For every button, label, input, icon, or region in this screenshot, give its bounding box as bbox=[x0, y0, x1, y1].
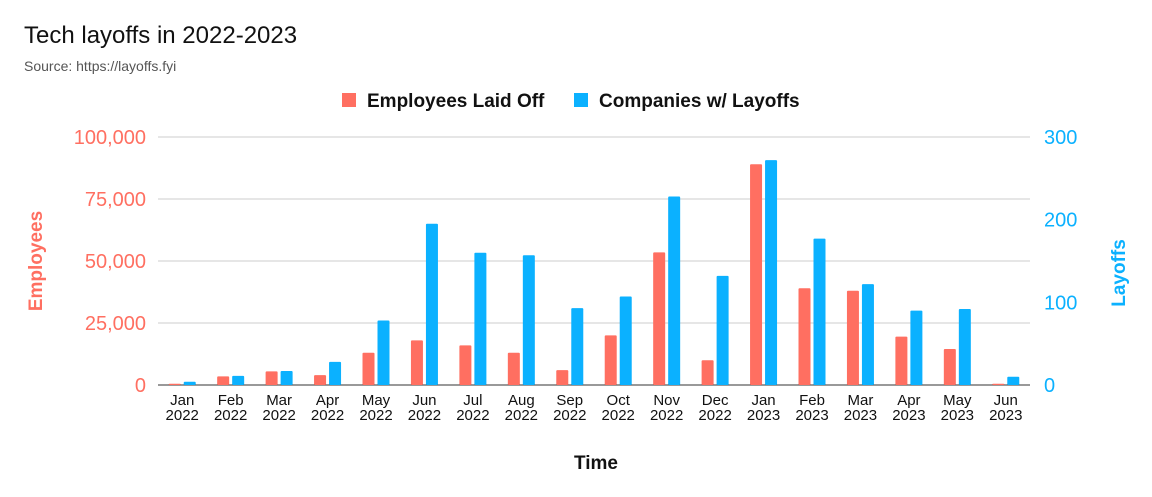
x-tick-label-year: 2022 bbox=[650, 407, 683, 424]
x-tick-label-month: Jan bbox=[751, 392, 775, 409]
bar-companies-with-layoffs bbox=[522, 255, 535, 385]
bar-employees-laid-off bbox=[314, 375, 327, 385]
x-tick-label-month: Sep bbox=[556, 392, 583, 409]
x-tick-label-year: 2022 bbox=[602, 407, 635, 424]
bar-employees-laid-off bbox=[362, 352, 375, 385]
legend: Employees Laid Off Companies w/ Layoffs bbox=[342, 91, 800, 112]
x-tick-label-year: 2022 bbox=[359, 407, 392, 424]
x-tick-label-month: Mar bbox=[266, 392, 292, 409]
legend-label-companies: Companies w/ Layoffs bbox=[599, 91, 800, 112]
x-tick-label-year: 2022 bbox=[311, 407, 344, 424]
y-left-tick-label: 50,000 bbox=[85, 251, 146, 273]
y-left-axis-title: Employees bbox=[26, 211, 47, 311]
bar-employees-laid-off bbox=[895, 336, 908, 385]
y-left-tick-label: 75,000 bbox=[85, 189, 146, 211]
legend-swatch-employees bbox=[342, 93, 356, 107]
x-tick-label-month: Feb bbox=[218, 392, 244, 409]
legend-swatch-companies bbox=[574, 93, 588, 107]
bar-companies-with-layoffs bbox=[765, 160, 778, 385]
bar-companies-with-layoffs bbox=[716, 275, 729, 385]
bar-employees-laid-off bbox=[556, 370, 569, 385]
x-tick-label-year: 2023 bbox=[747, 407, 780, 424]
bar-companies-with-layoffs bbox=[474, 252, 487, 385]
y-right-tick-label: 100 bbox=[1044, 292, 1077, 314]
bar-employees-laid-off bbox=[992, 383, 1005, 385]
chart-source: Source: https://layoffs.fyi bbox=[24, 58, 177, 74]
bar-companies-with-layoffs bbox=[183, 381, 196, 385]
bar-companies-with-layoffs bbox=[619, 296, 632, 385]
bar-companies-with-layoffs bbox=[280, 370, 293, 385]
bar-employees-laid-off bbox=[217, 376, 230, 385]
bar-companies-with-layoffs bbox=[1007, 376, 1020, 385]
bar-employees-laid-off bbox=[507, 352, 520, 385]
y-left-tick-label: 100,000 bbox=[74, 127, 146, 149]
x-tick-label-month: Jan bbox=[170, 392, 194, 409]
x-tick-label-year: 2022 bbox=[214, 407, 247, 424]
bar-employees-laid-off bbox=[410, 340, 423, 385]
x-tick-label-month: Mar bbox=[848, 392, 874, 409]
x-tick-label-year: 2022 bbox=[505, 407, 538, 424]
bar-companies-with-layoffs bbox=[813, 238, 826, 385]
x-tick-label-month: Jul bbox=[463, 392, 482, 409]
y-left-tick-label: 0 bbox=[135, 375, 146, 397]
x-tick-label-year: 2023 bbox=[892, 407, 925, 424]
y-right-tick-label: 300 bbox=[1044, 127, 1077, 149]
y-right-tick-label: 200 bbox=[1044, 210, 1077, 232]
chart-title: Tech layoffs in 2022-2023 bbox=[24, 22, 298, 49]
bar-employees-laid-off bbox=[798, 288, 811, 385]
x-tick-label-year: 2023 bbox=[989, 407, 1022, 424]
bar-employees-laid-off bbox=[701, 360, 714, 385]
x-tick-label-month: May bbox=[362, 392, 391, 409]
bar-companies-with-layoffs bbox=[571, 308, 584, 385]
x-tick-label-month: Feb bbox=[799, 392, 825, 409]
y-left-axis: 0 25,000 50,000 75,000 100,000 bbox=[74, 127, 146, 397]
bar-employees-laid-off bbox=[653, 252, 666, 385]
bar-companies-with-layoffs bbox=[377, 320, 390, 385]
bar-companies-with-layoffs bbox=[329, 361, 342, 385]
bar-companies-with-layoffs bbox=[425, 223, 438, 385]
x-tick-label-month: Jun bbox=[412, 392, 436, 409]
x-tick-label-month: Nov bbox=[653, 392, 680, 409]
legend-label-employees: Employees Laid Off bbox=[367, 91, 545, 112]
bar-employees-laid-off bbox=[265, 371, 278, 385]
y-right-tick-label: 0 bbox=[1044, 375, 1055, 397]
x-tick-label-month: Dec bbox=[702, 392, 729, 409]
bar-companies-with-layoffs bbox=[668, 196, 681, 385]
x-tick-label-year: 2022 bbox=[262, 407, 295, 424]
x-tick-label-year: 2022 bbox=[456, 407, 489, 424]
bars: Jan2022Feb2022Mar2022Apr2022May2022Jun20… bbox=[166, 160, 1022, 424]
gridlines bbox=[158, 136, 1030, 386]
x-tick-label-month: Apr bbox=[316, 392, 339, 409]
x-tick-label-month: Oct bbox=[607, 392, 631, 409]
bar-companies-with-layoffs bbox=[232, 375, 245, 385]
x-tick-label-year: 2022 bbox=[698, 407, 731, 424]
x-tick-label-year: 2022 bbox=[408, 407, 441, 424]
bar-employees-laid-off bbox=[943, 349, 956, 385]
x-tick-label-year: 2023 bbox=[941, 407, 974, 424]
x-tick-label-year: 2023 bbox=[844, 407, 877, 424]
x-tick-label-month: Apr bbox=[897, 392, 920, 409]
bar-employees-laid-off bbox=[459, 345, 472, 385]
y-left-tick-label: 25,000 bbox=[85, 313, 146, 335]
bar-employees-laid-off bbox=[604, 335, 617, 385]
y-right-axis: 0 100 200 300 bbox=[1044, 127, 1077, 397]
bar-employees-laid-off bbox=[846, 290, 859, 385]
bar-companies-with-layoffs bbox=[958, 308, 971, 385]
bar-companies-with-layoffs bbox=[910, 310, 923, 385]
x-tick-label-month: Jun bbox=[994, 392, 1018, 409]
x-tick-label-year: 2022 bbox=[553, 407, 586, 424]
x-tick-label-month: May bbox=[943, 392, 972, 409]
x-tick-label-month: Aug bbox=[508, 392, 535, 409]
bar-companies-with-layoffs bbox=[861, 284, 874, 385]
x-tick-label-year: 2022 bbox=[166, 407, 199, 424]
x-axis-title: Time bbox=[574, 453, 618, 474]
x-tick-label-year: 2023 bbox=[795, 407, 828, 424]
bar-employees-laid-off bbox=[168, 383, 181, 385]
y-right-axis-title: Layoffs bbox=[1109, 239, 1130, 307]
bar-employees-laid-off bbox=[750, 164, 763, 385]
